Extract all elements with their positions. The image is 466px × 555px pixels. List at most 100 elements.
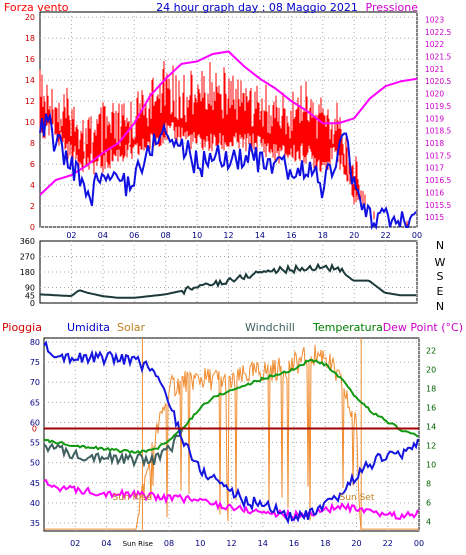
temperature-tick-label: 6 — [426, 498, 431, 507]
humidity-tick-label: 60 — [30, 418, 40, 427]
compass-n-top: N — [436, 239, 444, 252]
humidity-x-tick-label: 16 — [289, 539, 299, 548]
temperature-tick-label: 16 — [426, 403, 436, 412]
solar-line — [44, 344, 419, 530]
temperature-label: Temperatura — [312, 321, 383, 334]
wind-x-tick-label: 06 — [129, 231, 139, 240]
wind-average-line — [39, 112, 417, 231]
wind-tick-label: 12 — [25, 97, 35, 106]
pressure-tick-label: 1020.5 — [425, 77, 451, 86]
wind-bars — [39, 61, 408, 226]
rain-label: Pioggia — [2, 321, 42, 334]
wind-tick-label: 2 — [30, 202, 35, 211]
pressure-tick-label: 1022.5 — [425, 28, 451, 37]
humidity-tick-label: 40 — [30, 499, 40, 508]
pressure-tick-label: 1019.5 — [425, 102, 451, 111]
wind-direction-line — [39, 262, 416, 299]
direction-tick-label: 0 — [30, 299, 35, 308]
direction-tick-label: 180 — [20, 268, 35, 277]
compass-s: S — [437, 270, 444, 283]
pressure-tick-label: 1019 — [425, 114, 444, 123]
pressure-tick-label: 1020 — [425, 90, 444, 99]
pressure-tick-label: 1015.5 — [425, 201, 451, 210]
direction-tick-label: 360 — [20, 237, 35, 246]
humidity-x-tick-label: 00 — [414, 539, 424, 548]
humidity-tick-label: 45 — [30, 479, 40, 488]
pressure-tick-label: 1018.5 — [425, 127, 451, 136]
wind-x-tick-label: 20 — [349, 231, 359, 240]
wind-x-tick-label: 16 — [286, 231, 296, 240]
temperature-line — [43, 358, 419, 455]
pressure-tick-label: 1022 — [425, 40, 444, 49]
humidity-x-tick-label: 14 — [258, 539, 268, 548]
wind-tick-label: 18 — [25, 34, 35, 43]
direction-tick-label: 270 — [20, 253, 35, 262]
pressure-line — [39, 50, 418, 196]
pressure-tick-label: 1016 — [425, 188, 444, 197]
pressure-tick-label: 1016.5 — [425, 176, 451, 185]
wind-x-tick-label: 12 — [223, 231, 233, 240]
axis-ticks: 0246810121416182010151015.510161016.5101… — [20, 13, 452, 548]
temperature-tick-label: 8 — [426, 479, 431, 488]
rain-tick-label: 0 — [32, 424, 37, 433]
pressure-tick-label: 1023 — [425, 15, 444, 24]
wind-x-tick-label: 18 — [318, 231, 328, 240]
temperature-tick-label: 12 — [426, 441, 436, 450]
temperature-tick-label: 4 — [426, 517, 431, 526]
wind-x-tick-label: 14 — [255, 231, 265, 240]
wind-x-tick-label: 02 — [66, 231, 76, 240]
sunset-label: Sun Set — [340, 493, 375, 503]
humidity-tick-label: 50 — [30, 459, 40, 468]
wind-tick-label: 20 — [25, 13, 35, 22]
wind-x-tick-label: 10 — [192, 231, 202, 240]
pressure-tick-label: 1021.5 — [425, 52, 451, 61]
humidity-x-tick-label: 18 — [320, 539, 330, 548]
pressure-tick-label: 1017.5 — [425, 151, 451, 160]
wind-tick-label: 4 — [30, 181, 35, 190]
temperature-tick-label: 18 — [426, 384, 436, 393]
pressure-tick-label: 1015 — [425, 213, 444, 222]
wind-x-tick-label: 08 — [161, 231, 171, 240]
graph-title: 24 hour graph day : 08 Maggio 2021 — [156, 1, 358, 14]
wind-x-tick-label: 04 — [98, 231, 108, 240]
pressure-label: Pressione — [366, 1, 419, 14]
dewpoint-line — [43, 478, 419, 522]
compass-n-bottom: N — [436, 300, 444, 313]
temperature-tick-label: 10 — [426, 460, 436, 469]
dewpoint-label: Dew Point (°C) — [383, 321, 463, 334]
humidity-x-tick-label: 04 — [101, 539, 111, 548]
temperature-tick-label: 14 — [426, 422, 436, 431]
humidity-tick-label: 70 — [30, 378, 40, 387]
pressure-tick-label: 1018 — [425, 139, 444, 148]
humidity-x-tick-label: 02 — [70, 539, 80, 548]
humidity-tick-label: 80 — [30, 338, 40, 347]
solar-label: Solar — [117, 321, 146, 334]
humidity-line — [43, 340, 419, 525]
compass-w: W — [435, 256, 446, 269]
humidity-x-tick-label: 20 — [351, 539, 361, 548]
sunrise-label: Sun Rise — [113, 493, 152, 503]
direction-tick-label: 45 — [25, 291, 35, 300]
windchill-label: Windchill — [245, 321, 295, 334]
wind-tick-label: 0 — [30, 223, 35, 232]
wind-tick-label: 16 — [25, 55, 35, 64]
wind-label: Forza vento — [4, 1, 69, 14]
temperature-tick-label: 22 — [426, 346, 436, 355]
wind-tick-label: 6 — [30, 160, 35, 169]
direction-tick-label: 90 — [25, 284, 35, 293]
windchill-line — [43, 426, 185, 469]
humidity-label: Umidita — [67, 321, 110, 334]
pressure-tick-label: 1017 — [425, 164, 444, 173]
humidity-x-tick-label: 22 — [383, 539, 393, 548]
humidity-tick-label: 75 — [30, 358, 40, 367]
humidity-tick-label: 65 — [30, 398, 40, 407]
humidity-x-tick-label: Sun Rise — [123, 540, 153, 548]
temperature-tick-label: 20 — [426, 365, 436, 374]
humidity-x-tick-label: 08 — [164, 539, 174, 548]
wind-tick-label: 14 — [25, 76, 35, 85]
humidity-grid — [44, 338, 420, 531]
humidity-tick-label: 55 — [30, 439, 40, 448]
wind-x-tick-label: 22 — [380, 231, 390, 240]
direction-grid — [40, 241, 418, 303]
